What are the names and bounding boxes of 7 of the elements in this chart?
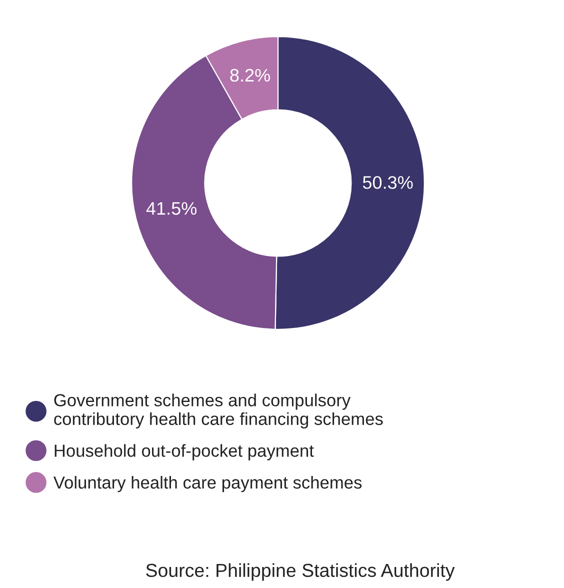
legend-label: Household out-of-pocket payment	[54, 444, 314, 460]
data-label: 41.5%	[146, 202, 197, 215]
source-note: Source: Philippine Statistics Authority	[146, 563, 455, 581]
legend-label: Voluntary health care payment schemes	[53, 476, 362, 492]
data-label: 50.3%	[362, 176, 413, 189]
legend-label: Government schemes and compulsory contributory health care financing schemes	[54, 394, 383, 429]
data-label: 8.2%	[230, 68, 270, 82]
